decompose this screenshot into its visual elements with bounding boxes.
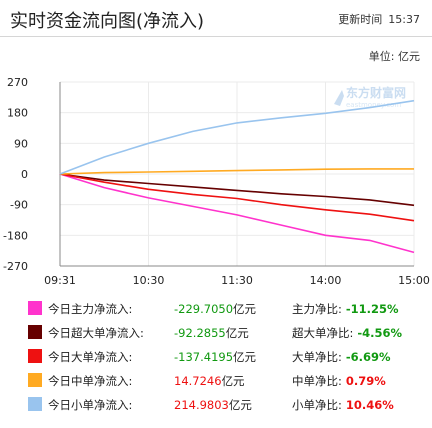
legend-ratio-label: 超大单净比: xyxy=(292,326,354,340)
legend-label: 今日超大单净流入: xyxy=(48,326,144,340)
x-tick-label: 11:30 xyxy=(221,274,253,287)
update-time-value: 15:37 xyxy=(388,13,420,26)
legend-ratio-label: 主力净比: xyxy=(292,302,342,316)
legend-label: 今日大单净流入: xyxy=(48,350,133,364)
watermark-logo: 东方财富网 eastmoney.com xyxy=(334,85,406,109)
legend-value-unit: 亿元 xyxy=(225,326,249,340)
y-tick-label: -180 xyxy=(3,229,28,242)
watermark-subtext: eastmoney.com xyxy=(346,101,401,109)
legend-row: 今日超大单净流入: -92.2855亿元 超大单净比: -4.56% xyxy=(0,320,432,344)
legend-label: 今日中单净流入: xyxy=(48,374,133,388)
legend-value-unit: 亿元 xyxy=(221,374,245,388)
legend-row: 今日大单净流入: -137.4195亿元 大单净比: -6.69% xyxy=(0,344,432,368)
legend-row: 今日小单净流入: 214.9803亿元 小单净比: 10.46% xyxy=(0,392,432,416)
x-tick-label: 14:00 xyxy=(310,274,342,287)
legend-value: 214.9803亿元 xyxy=(174,397,252,413)
chart-title: 实时资金流向图(净流入) xyxy=(10,11,205,32)
legend-swatch xyxy=(28,373,42,387)
legend-value: 14.7246亿元 xyxy=(174,373,245,389)
legend-ratio-value: 0.79% xyxy=(345,374,386,388)
legend-swatch xyxy=(28,325,42,339)
legend-ratio-value: -11.25% xyxy=(345,302,399,316)
legend-ratio: 超大单净比: -4.56% xyxy=(292,325,402,341)
unit-label: 单位: 亿元 xyxy=(368,50,420,63)
legend-ratio: 小单净比: 10.46% xyxy=(292,397,394,413)
legend-value-unit: 亿元 xyxy=(233,302,257,316)
watermark-text: 东方财富网 xyxy=(346,85,406,100)
y-tick-label: 180 xyxy=(7,107,28,120)
legend-swatch xyxy=(28,301,42,315)
fund-flow-chart: 270 180 90 0 -90 -180 -270 09:31 10:30 11:30 14:00… xyxy=(3,76,430,287)
legend-ratio-label: 中单净比: xyxy=(292,374,342,388)
legend-value: -137.4195亿元 xyxy=(174,349,256,365)
series-line-1 xyxy=(59,173,415,207)
legend-ratio: 中单净比: 0.79% xyxy=(292,373,386,389)
legend-ratio-label: 小单净比: xyxy=(292,398,342,412)
legend-ratio-value: 10.46% xyxy=(345,398,394,412)
legend-swatch xyxy=(28,349,42,363)
legend-swatch xyxy=(28,397,42,411)
legend-ratio-value: -6.69% xyxy=(345,350,391,364)
legend-value-number: 214.9803 xyxy=(174,398,229,412)
watermark-icon xyxy=(334,90,344,106)
legend-value-unit: 亿元 xyxy=(228,398,252,412)
legend-label: 今日小单净流入: xyxy=(48,398,133,412)
x-tick-label: 09:31 xyxy=(44,274,76,287)
legend-value-number: -229.7050 xyxy=(174,302,234,316)
legend-ratio-label: 大单净比: xyxy=(292,350,342,364)
series-line-3 xyxy=(59,168,414,175)
y-tick-label: 270 xyxy=(7,76,28,89)
y-tick-label: 90 xyxy=(14,137,28,150)
legend-row: 今日中单净流入: 14.7246亿元 中单净比: 0.79% xyxy=(0,368,432,392)
y-tick-label: -90 xyxy=(10,199,28,212)
legend-row: 今日主力净流入: -229.7050亿元 主力净比: -11.25% xyxy=(0,296,432,320)
header: 实时资金流向图(净流入) 更新时间 15:37 xyxy=(0,0,432,36)
legend-ratio: 大单净比: -6.69% xyxy=(292,349,391,365)
y-tick-label: -270 xyxy=(3,260,28,273)
x-tick-label: 15:00 xyxy=(398,274,430,287)
series-line-0 xyxy=(59,173,415,254)
legend-ratio: 主力净比: -11.25% xyxy=(292,301,399,317)
legend-value-number: 14.7246 xyxy=(174,374,222,388)
header-divider xyxy=(0,36,432,37)
update-label: 更新时间 xyxy=(338,13,383,26)
legend-value: -229.7050亿元 xyxy=(174,301,256,317)
legend-value: -92.2855亿元 xyxy=(174,325,249,341)
series-line-2 xyxy=(59,173,415,222)
legend-value-number: -92.2855 xyxy=(174,326,226,340)
legend-label: 今日主力净流入: xyxy=(48,302,133,316)
x-tick-label: 10:30 xyxy=(133,274,165,287)
series-line-4 xyxy=(59,99,415,175)
legend-value-unit: 亿元 xyxy=(233,350,257,364)
legend-value-number: -137.4195 xyxy=(174,350,234,364)
y-tick-label: 0 xyxy=(21,168,28,181)
update-time: 更新时间 15:37 xyxy=(338,11,420,27)
legend-ratio-value: -4.56% xyxy=(357,326,403,340)
